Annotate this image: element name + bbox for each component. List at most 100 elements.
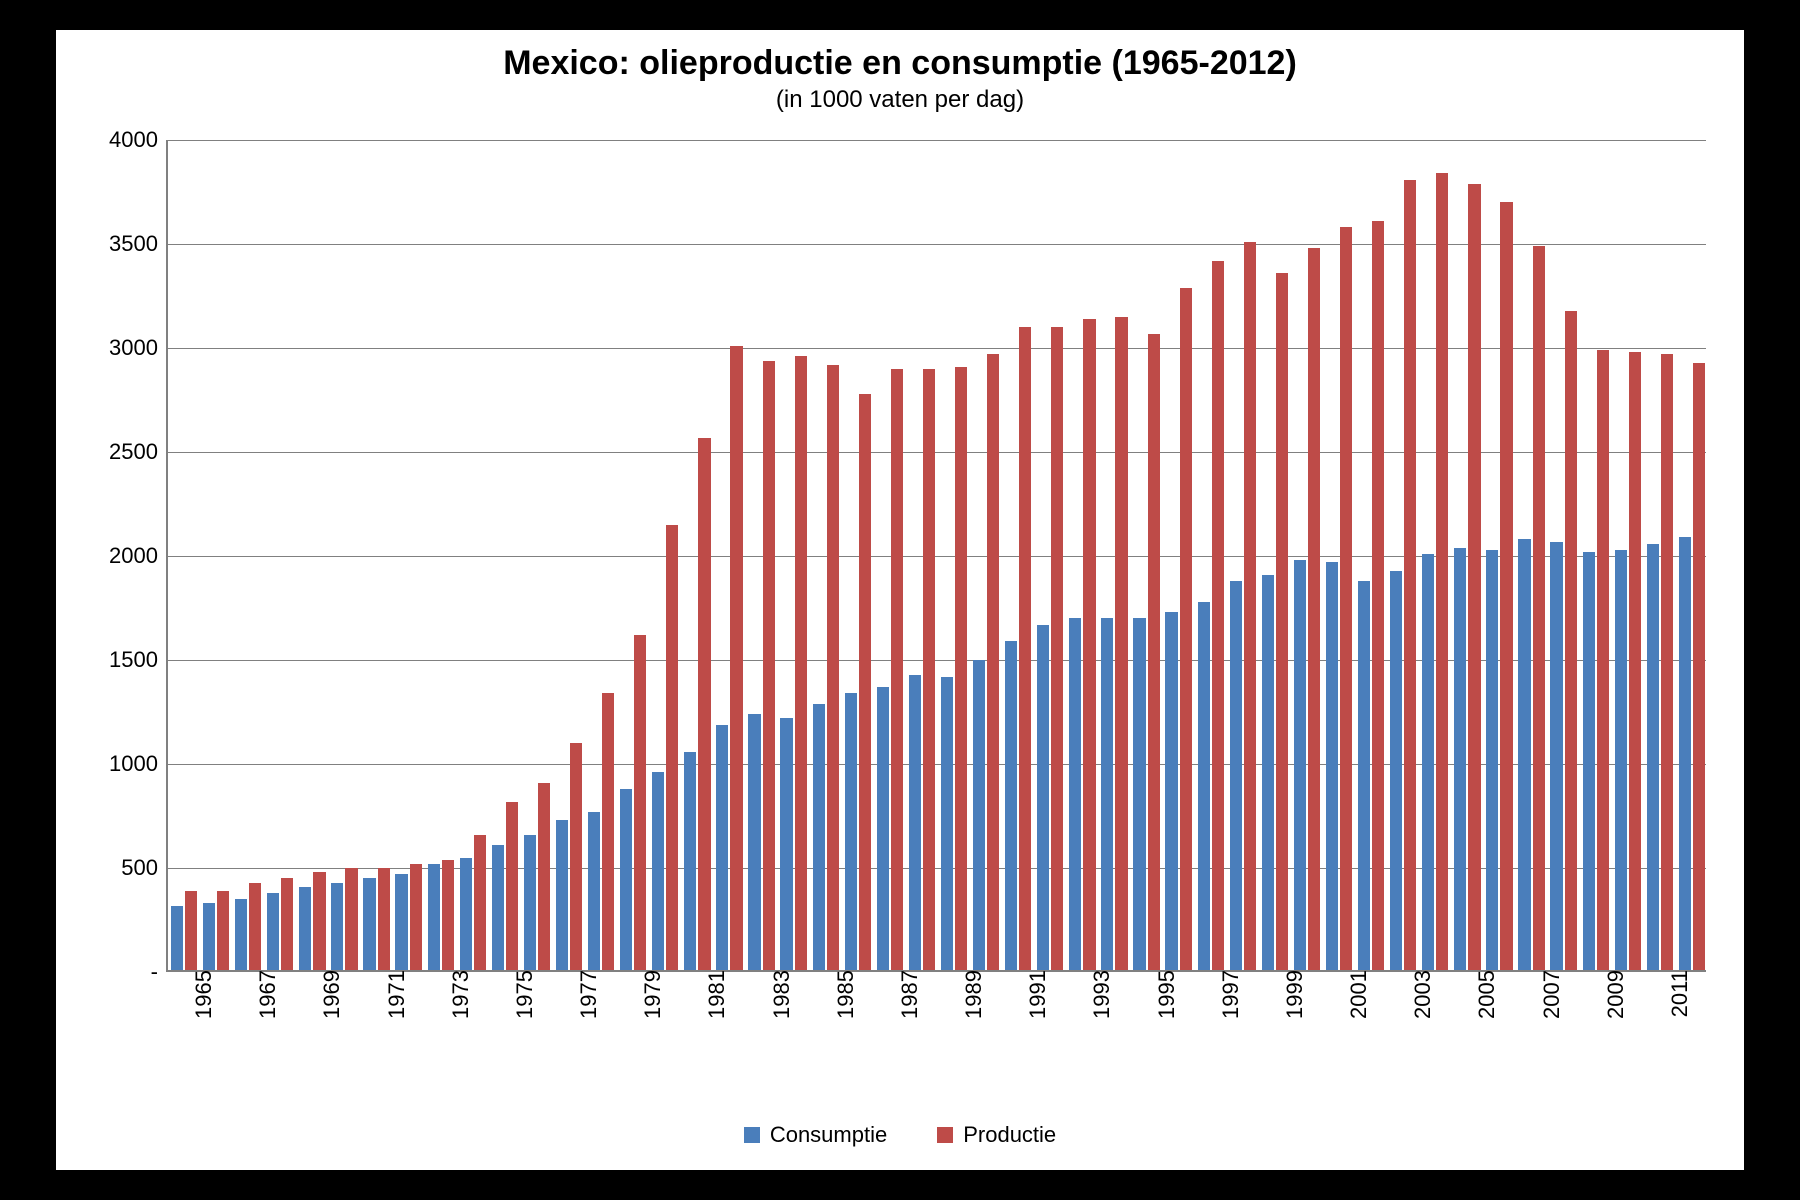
bar [1069,618,1081,970]
bar [1454,548,1466,970]
bar-group: 2011 [1644,140,1676,970]
bar-group: 2009 [1580,140,1612,970]
bar [1005,641,1017,970]
bar [556,820,568,970]
bar [1340,227,1352,970]
bar [666,525,678,970]
bar [378,868,390,970]
bar [217,891,229,970]
bar [891,369,903,970]
chart-subtitle: (in 1000 vaten per dag) [56,86,1744,114]
legend-swatch [744,1127,760,1143]
x-tick-label: 1989 [953,970,987,1019]
bar [1276,273,1288,970]
bar-group [1548,140,1580,970]
x-tick-label: 2001 [1338,970,1372,1019]
bar-group: 2007 [1516,140,1548,970]
y-tick-label: 2500 [109,439,168,465]
bar [813,704,825,970]
bar-group: 2005 [1451,140,1483,970]
bar [267,893,279,970]
bar [955,367,967,970]
bar [1647,544,1659,970]
bar-group: 1967 [232,140,264,970]
bar [538,783,550,970]
bar-group [1227,140,1259,970]
bar [235,899,247,970]
bar-group: 1977 [553,140,585,970]
bar-group [1098,140,1130,970]
x-tick-label: 1973 [440,970,474,1019]
bar [620,789,632,970]
bar-group [778,140,810,970]
x-tick-label: 1991 [1017,970,1051,1019]
x-tick-label: 2003 [1402,970,1436,1019]
bar [1390,571,1402,970]
bar [1198,602,1210,970]
bar-group: 1993 [1066,140,1098,970]
bar [698,438,710,970]
bar [1500,202,1512,970]
legend: ConsumptieProductie [56,1122,1744,1148]
bar [1486,550,1498,970]
bar-group [970,140,1002,970]
bar [1597,350,1609,970]
bar-group [585,140,617,970]
y-tick-label: 2000 [109,543,168,569]
bar [730,346,742,970]
bar [588,812,600,970]
bar [345,868,357,970]
bar [1133,618,1145,970]
bar [1422,554,1434,970]
x-tick-label: 1993 [1081,970,1115,1019]
x-tick-label: 1967 [247,970,281,1019]
bar [1436,173,1448,970]
bar [281,878,293,970]
x-tick-label: 1975 [504,970,538,1019]
bar [1615,550,1627,970]
bar [474,835,486,970]
bar [249,883,261,970]
bar [185,891,197,970]
bar [524,835,536,970]
bar [1148,334,1160,970]
bar [763,361,775,970]
bar-group [457,140,489,970]
bar [1308,248,1320,970]
bar [652,772,664,970]
bar [1180,288,1192,970]
bar [442,860,454,970]
bar [1051,327,1063,970]
x-tick-label: 1999 [1274,970,1308,1019]
bar-group [521,140,553,970]
bar [859,394,871,970]
bar-group: 2003 [1387,140,1419,970]
bar-group: 1995 [1131,140,1163,970]
x-tick-label: 1997 [1210,970,1244,1019]
bar [602,693,614,970]
x-tick-label: 1985 [825,970,859,1019]
y-tick-label: 3500 [109,231,168,257]
x-tick-label: 1979 [632,970,666,1019]
x-tick-label: 2005 [1466,970,1500,1019]
bar-group: 1999 [1259,140,1291,970]
bar [428,864,440,970]
bar [331,883,343,970]
bar [827,365,839,970]
legend-label: Productie [963,1122,1056,1148]
bar-group: 1965 [168,140,200,970]
bar [1693,363,1705,970]
bar [716,725,728,970]
bar [1230,581,1242,970]
x-tick-label: 1983 [761,970,795,1019]
y-tick-label: 4000 [109,127,168,153]
bar-group [906,140,938,970]
bar-group [200,140,232,970]
bar [1101,618,1113,970]
bar-group [264,140,296,970]
bar [1518,539,1530,970]
bar [410,864,422,970]
bar [941,677,953,970]
bar-group [1355,140,1387,970]
x-tick-label: 2007 [1531,970,1565,1019]
